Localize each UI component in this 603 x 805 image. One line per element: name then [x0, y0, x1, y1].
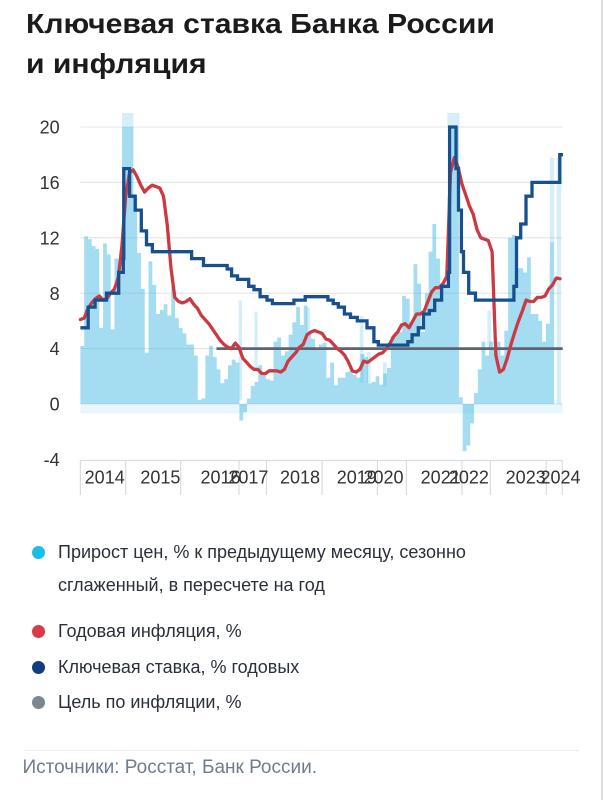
svg-text:2016: 2016 — [200, 468, 240, 488]
svg-text:2022: 2022 — [449, 468, 489, 488]
svg-text:2023: 2023 — [506, 468, 546, 488]
svg-text:8: 8 — [50, 284, 60, 304]
svg-text:2020: 2020 — [363, 468, 403, 488]
svg-text:2014: 2014 — [85, 468, 125, 488]
svg-text:12: 12 — [40, 228, 60, 248]
svg-text:0: 0 — [50, 395, 60, 415]
svg-text:16: 16 — [40, 173, 60, 193]
svg-text:2018: 2018 — [280, 468, 320, 488]
svg-text:2019: 2019 — [337, 468, 377, 488]
svg-text:20: 20 — [40, 118, 60, 138]
svg-text:2015: 2015 — [140, 468, 180, 488]
svg-text:4: 4 — [50, 339, 60, 359]
svg-text:2021: 2021 — [421, 468, 461, 488]
svg-text:2017: 2017 — [228, 468, 268, 488]
svg-text:-4: -4 — [44, 450, 60, 470]
svg-text:2024: 2024 — [540, 468, 580, 488]
